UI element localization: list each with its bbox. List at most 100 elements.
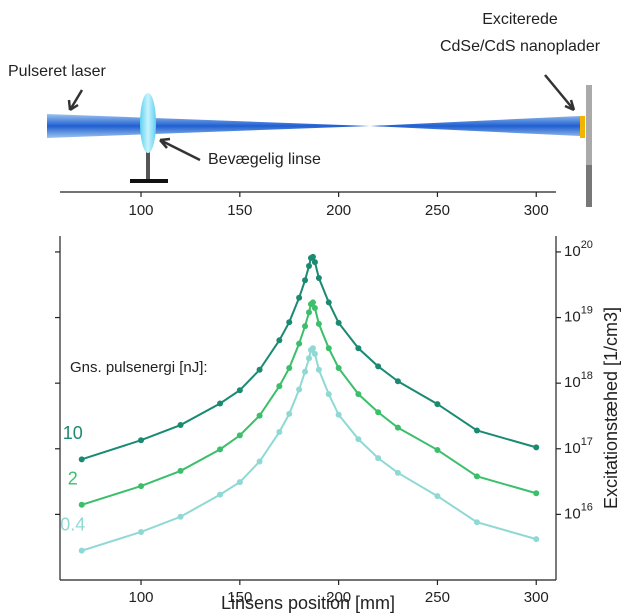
data-point [315,366,322,373]
lens [140,93,156,153]
data-point [335,319,342,326]
data-point [309,253,316,260]
data-point [305,355,312,362]
series-line [81,346,537,552]
diagram-tick-label: 100 [129,202,154,219]
y-tick-label: 1020 [564,239,593,260]
y-tick-label: 1017 [564,436,593,457]
legend-title: Gns. pulsenergi [nJ]: [70,359,208,376]
data-point [138,437,145,444]
data-point [394,424,401,431]
data-point [325,299,332,306]
x-tick-label: 200 [326,589,351,606]
arrows [67,74,576,162]
x-tick-label: 250 [425,589,450,606]
data-point [276,383,283,390]
data-point [533,444,540,451]
data-point [434,493,441,500]
data-point [276,429,283,436]
data-point [217,491,224,498]
data-point [311,259,318,266]
diagram-tick-label: 300 [524,202,549,219]
diagram-tick-label: 200 [326,202,351,219]
data-point [473,427,480,434]
data-point [355,391,362,398]
data-point [305,309,312,316]
data-point [78,501,85,508]
y-tick-label: 1018 [564,370,593,391]
data-point [311,350,318,357]
data-point [286,410,293,417]
data-point [236,432,243,439]
data-point [296,294,303,301]
data-point [276,337,283,344]
x-axis-label: Linsens position [mm] [221,593,395,613]
data-point [434,446,441,453]
data-point [302,277,309,284]
data-point [217,400,224,407]
data-point [302,323,309,330]
data-point [177,467,184,474]
y-tick-label: 1019 [564,304,593,325]
data-point [177,422,184,429]
laser-beam [47,114,580,138]
data-point [236,387,243,394]
data-point [311,304,318,311]
data-point [256,458,263,465]
x-tick-label: 300 [524,589,549,606]
data-point [355,436,362,443]
setup-diagram: Pulseret laser Bevægelig linse Excitered… [8,11,601,207]
data-point [355,345,362,352]
series-label: 0.4 [60,514,85,534]
data-point [375,455,382,462]
data-point [434,401,441,408]
data-point [315,320,322,327]
data-point [286,365,293,372]
data-point [473,519,480,526]
data-point [325,345,332,352]
data-point [394,469,401,476]
sample-label: CdSe/CdS nanoplader [440,38,601,55]
data-point [236,479,243,486]
data-point [217,446,224,453]
data-point [309,299,316,306]
data-point [533,490,540,497]
data-point [335,411,342,418]
data-point [315,275,322,282]
data-point [302,368,309,375]
data-point [375,409,382,416]
sample [580,116,585,138]
series-label: 10 [63,423,83,443]
data-point [177,513,184,520]
data-point [78,456,85,463]
data-point [533,536,540,543]
diagram-tick-label: 150 [227,202,252,219]
data-point [309,345,316,352]
data-point [256,366,263,373]
laser-label: Pulseret laser [8,63,106,80]
diagram-tick-label: 250 [425,202,450,219]
series-line [81,300,537,506]
data-point [138,483,145,490]
series-label: 2 [68,469,78,489]
data-point [305,263,312,270]
data-point [394,378,401,385]
plate [586,85,592,165]
data-point [256,412,263,419]
data-point [325,391,332,398]
y-tick-label: 1016 [564,501,593,522]
data-point [473,473,480,480]
y-axis-label: Excitationstæhed [1/cm3] [601,307,621,509]
lens-label: Bevægelig linse [208,151,321,168]
plate-holder [586,165,592,207]
data-point [296,340,303,347]
data-point [375,363,382,370]
data-point [296,386,303,393]
data-point [335,365,342,372]
data-point [138,528,145,535]
x-tick-label: 100 [129,589,154,606]
data-point [78,547,85,554]
sample-label: Exciterede [482,11,558,28]
x-tick-label: 150 [227,589,252,606]
